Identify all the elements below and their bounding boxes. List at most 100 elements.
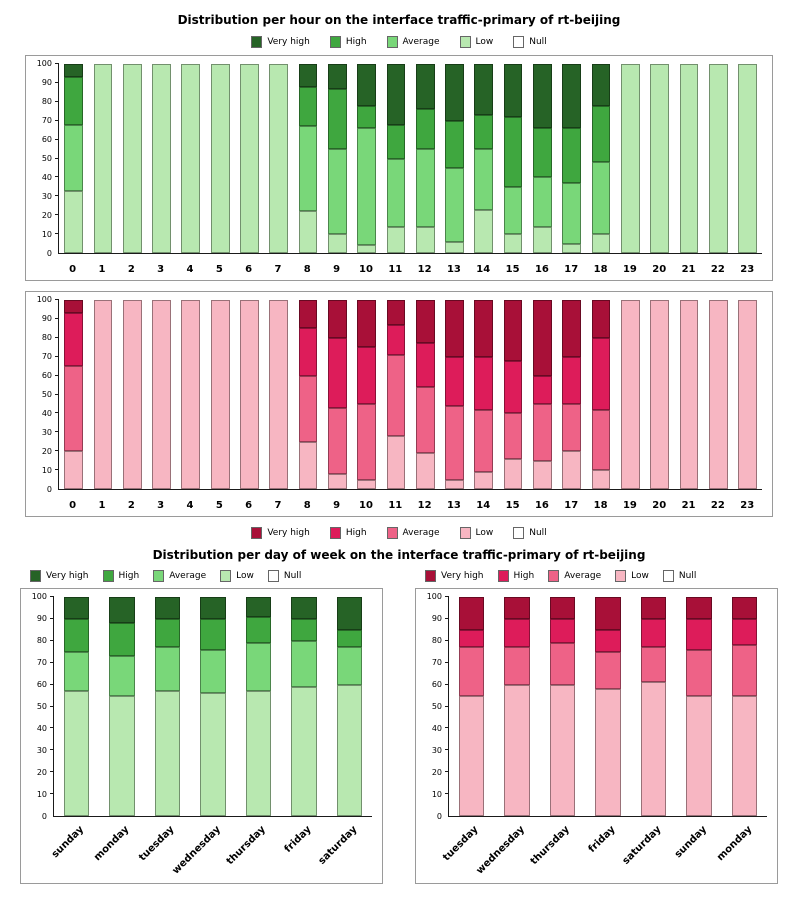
bar-segment-very_high [386, 64, 406, 125]
bar-segment-high [200, 618, 226, 650]
stacked-bar-14 [474, 64, 494, 253]
legend-item-very_high: Very high [251, 36, 310, 48]
legend-label: High [513, 571, 535, 581]
x-axis-label: 4 [186, 500, 194, 511]
bar-segment-low [298, 211, 318, 253]
bar-segment-low [152, 300, 171, 489]
bar-segment-very_high [533, 64, 552, 129]
chart-panel: 0 10 20 30 40 50 60 70 80 90 100 tuesday wednesday th… [415, 588, 778, 884]
bar-slot [411, 64, 440, 253]
bar-segment-very_high [504, 597, 530, 619]
stacked-bar-23 [738, 300, 757, 489]
bar-segment-very_high [686, 597, 712, 619]
stacked-bar-monday [731, 597, 757, 816]
stacked-bar-7 [269, 300, 289, 489]
y-tick-label: 40 [36, 724, 47, 733]
bar-segment-very_high [503, 64, 523, 117]
legend-swatch-average [153, 570, 165, 582]
bar-segment-very_high [327, 300, 347, 338]
x-axis-label: 2 [127, 500, 135, 511]
bar-segment-high [459, 629, 485, 648]
chart-panel: 0 10 20 30 40 50 60 70 80 90 100 0 1 2 3 4 5 6 7 8 9 10 11 12 13… [25, 291, 773, 517]
bar-segment-average [357, 403, 376, 480]
bar-segment-high [109, 623, 135, 657]
bar-segment-low [738, 300, 757, 489]
bar-segment-low [64, 190, 84, 253]
bar-segment-average [386, 354, 406, 437]
bar-segment-high [357, 105, 376, 129]
bar-slot [190, 597, 235, 816]
bar-segment-very_high [474, 64, 494, 116]
bar-slot [586, 300, 615, 489]
bar-slot [176, 64, 205, 253]
bar-segment-very_high [154, 597, 181, 619]
legend-item-very_high: Very high [425, 570, 484, 582]
x-axis-label: 10 [358, 500, 373, 511]
bar-segment-very_high [591, 64, 611, 106]
y-tick-mark [50, 727, 54, 729]
y-tick-mark [55, 431, 59, 433]
x-axis-label: 1 [98, 264, 106, 275]
y-tick-label: 30 [41, 192, 52, 201]
bar-segment-high [415, 109, 435, 150]
x-axis-label: tuesday [137, 824, 178, 864]
bar-slot [235, 64, 264, 253]
legend-item-low: Low [220, 570, 254, 582]
legend-label: Null [529, 37, 547, 47]
bar-segment-average [591, 162, 611, 235]
y-tick-label: 10 [41, 230, 52, 239]
bar-segment-average [154, 647, 181, 692]
bar-slot [381, 64, 410, 253]
bar-slot [293, 64, 322, 253]
bar-segment-high [562, 356, 582, 404]
y-tick-mark [55, 336, 59, 338]
legend-label: Average [402, 37, 440, 47]
legend-item-average: Average [386, 527, 440, 539]
stacked-bar-friday [595, 597, 621, 816]
bar-segment-average [298, 126, 318, 212]
bar-segment-very_high [459, 597, 485, 630]
bar-segment-average [445, 167, 464, 242]
x-axis-label: 22 [710, 264, 725, 275]
bar-segment-high [474, 356, 494, 410]
bar-segment-low [415, 453, 435, 489]
stacked-bar-20 [650, 64, 669, 253]
x-axis-label: 4 [186, 264, 194, 275]
stacked-bar-16 [533, 300, 552, 489]
bar-segment-average [64, 651, 90, 692]
bar-segment-low [245, 691, 272, 816]
y-tick-label: 60 [41, 371, 52, 380]
stacked-bar-2 [122, 300, 142, 489]
bar-slot [645, 300, 674, 489]
bar-segment-high [327, 337, 347, 408]
x-axis-label: 21 [681, 500, 696, 511]
bar-segment-very_high [386, 300, 406, 325]
bar-segment-high [562, 128, 582, 184]
legend-label: Low [475, 37, 494, 47]
y-tick-mark [445, 596, 449, 597]
bar-segment-low [64, 691, 90, 816]
bar-segment-high [336, 629, 362, 648]
bar-segment-low [445, 241, 464, 253]
x-axis-label: 10 [358, 264, 373, 275]
y-tick-mark [55, 299, 59, 300]
y-tick-label: 20 [41, 211, 52, 220]
y-axis: 0 10 20 30 40 50 60 70 80 90 100 [30, 60, 58, 258]
stacked-bar-21 [679, 64, 699, 253]
legend-label: High [345, 528, 367, 538]
hourly-red-chart: 0 10 20 30 40 50 60 70 80 90 100 0 1 2 3 4 5 6 7 8 9 10 11 12 13… [25, 291, 773, 517]
bar-segment-low [357, 479, 376, 489]
y-tick-mark [445, 705, 449, 707]
x-axis-label: 9 [333, 500, 341, 511]
bar-segment-high [298, 328, 318, 376]
x-axis-label: 14 [476, 264, 491, 275]
stacked-bar-11 [386, 300, 406, 489]
bar-segment-high [731, 618, 757, 646]
daily-charts-row: Very high High Average Low Null 0 10 20 30 40 50 6… [0, 566, 798, 884]
legend-item-low: Low [459, 36, 494, 48]
x-axis-label: 11 [388, 500, 403, 511]
bar-segment-average [686, 649, 712, 696]
legend-swatch-average [386, 527, 398, 539]
bar-segment-low [640, 682, 667, 816]
bar-slot [54, 597, 99, 816]
